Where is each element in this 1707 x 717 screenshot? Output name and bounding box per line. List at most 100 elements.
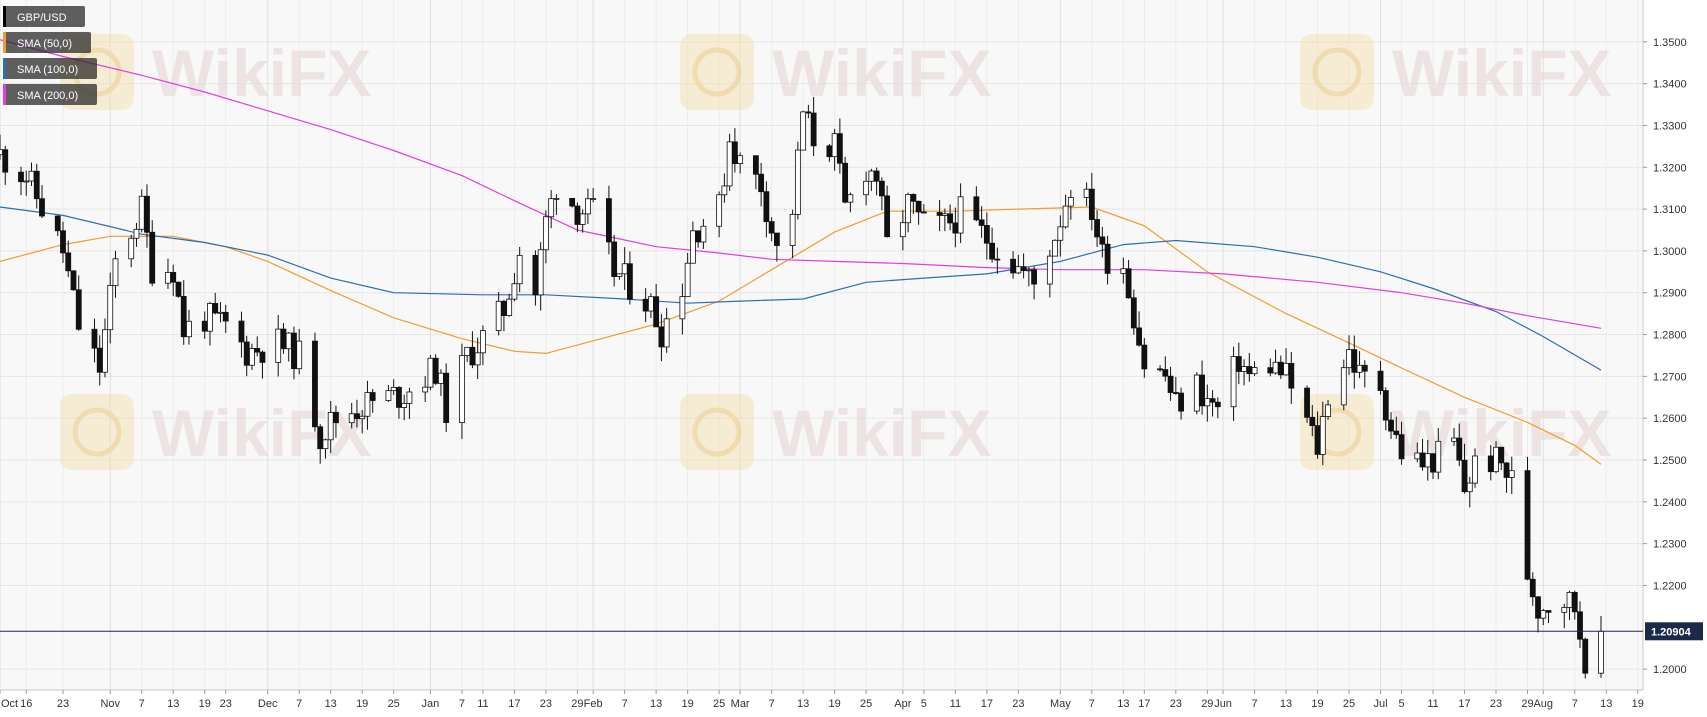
y-tick-label: 1.2300 [1653,539,1687,551]
x-tick-label: 13 [797,698,809,710]
watermark-text: WikiFX [772,396,991,470]
x-tick-label: 17 [508,698,520,710]
candle-body [1204,398,1211,407]
watermark-text: WikiFX [772,36,991,110]
candle-body [1435,440,1442,473]
candle-body [700,225,707,243]
candle-body [973,196,980,221]
candle-body [369,392,376,401]
x-tick-label: 23 [57,698,69,710]
candle-body [96,347,103,373]
x-tick-label: 17 [1138,698,1150,710]
candle-body [312,340,318,428]
candle-body [553,197,560,200]
candle-body [149,231,156,284]
candle-body [1319,416,1326,455]
x-tick-label: 19 [356,698,368,710]
candle-body [899,222,906,238]
candle-body [585,198,591,215]
watermark-text: WikiFX [152,36,371,110]
watermark-logo-mark [692,407,742,457]
legend: GBP/USD SMA (50,0) SMA (100,0) SMA (200,0) [3,6,97,105]
xaxis-background [0,690,1643,712]
candle-body [1325,404,1331,417]
candle-body [941,213,948,216]
plot-background [0,0,1643,690]
legend-color-swatch [3,84,6,105]
x-tick-label: 19 [1632,698,1644,710]
candle-body [327,412,334,441]
candle-body [259,351,266,363]
last-price-badge [1645,622,1703,641]
candle-body [285,332,292,350]
candle-body [1172,392,1179,394]
x-tick-label: 29 [1521,698,1533,710]
candle-body [1451,437,1457,442]
candle-body [1382,390,1389,421]
x-tick-label: 13 [167,698,179,710]
candle-body [133,228,140,239]
watermark: WikiFX [60,34,371,110]
candle-body [406,391,413,404]
candle-body [627,263,633,300]
candle-body [112,258,119,286]
candle-body [91,328,98,349]
x-tick-label: May [1050,698,1071,710]
candle-body [495,300,502,331]
x-tick-label: 5 [1398,698,1404,710]
candle-body [1577,611,1583,640]
y-tick-label: 1.2600 [1653,413,1687,425]
legend-item-box [3,58,97,79]
x-tick-label: 13 [1600,698,1612,710]
watermark-logo-box [1300,34,1374,110]
candle-body [737,155,744,165]
candle-body [1472,455,1478,484]
legend-color-swatch [3,6,6,27]
candle-body [280,328,287,350]
x-tick-label: 25 [388,698,400,710]
candle-body [1535,596,1541,619]
candle-body [102,329,108,373]
x-tick-label: 13 [1117,698,1129,710]
candle-body [23,180,30,183]
candle-body [763,191,770,223]
candle-body [464,346,471,356]
watermark: WikiFX [680,34,991,110]
x-tick-label: 13 [1280,698,1292,710]
candle-body [548,198,555,218]
candle-body [70,270,77,291]
candle-body [726,141,733,187]
last-price-label: 1.20904 [1651,626,1692,638]
candle-body [1582,638,1589,674]
x-tick-label: 7 [139,698,145,710]
watermark: WikiFX [680,394,991,470]
watermark-logo-mark [1312,47,1362,97]
candle-body [1136,327,1142,346]
x-tick-label: 7 [1572,698,1578,710]
y-tick-label: 1.2200 [1653,580,1687,592]
candle-body [474,352,481,366]
x-tick-label: 11 [1427,698,1438,710]
candle-body [868,170,875,182]
candle-body [0,149,3,156]
watermark-logo-mark [692,47,742,97]
x-tick-label: Mar [731,698,750,710]
candle-body [952,222,959,234]
candle-body [28,170,35,182]
candle-body [642,298,649,312]
candle-body [684,262,691,298]
candle-body [1304,387,1310,418]
candle-body [800,111,807,151]
candle-body [506,298,513,316]
candle-body [1424,453,1431,468]
candle-body [138,195,145,230]
x-tick-label: 25 [860,698,872,710]
candle-body [805,111,812,114]
x-tick-label: 11 [477,698,488,710]
candle-body [175,281,182,297]
y-tick-label: 1.3200 [1653,162,1687,174]
candle-body [275,328,282,363]
watermark: WikiFX [60,394,371,470]
candle-body [1598,630,1604,674]
candle-body [936,212,943,216]
